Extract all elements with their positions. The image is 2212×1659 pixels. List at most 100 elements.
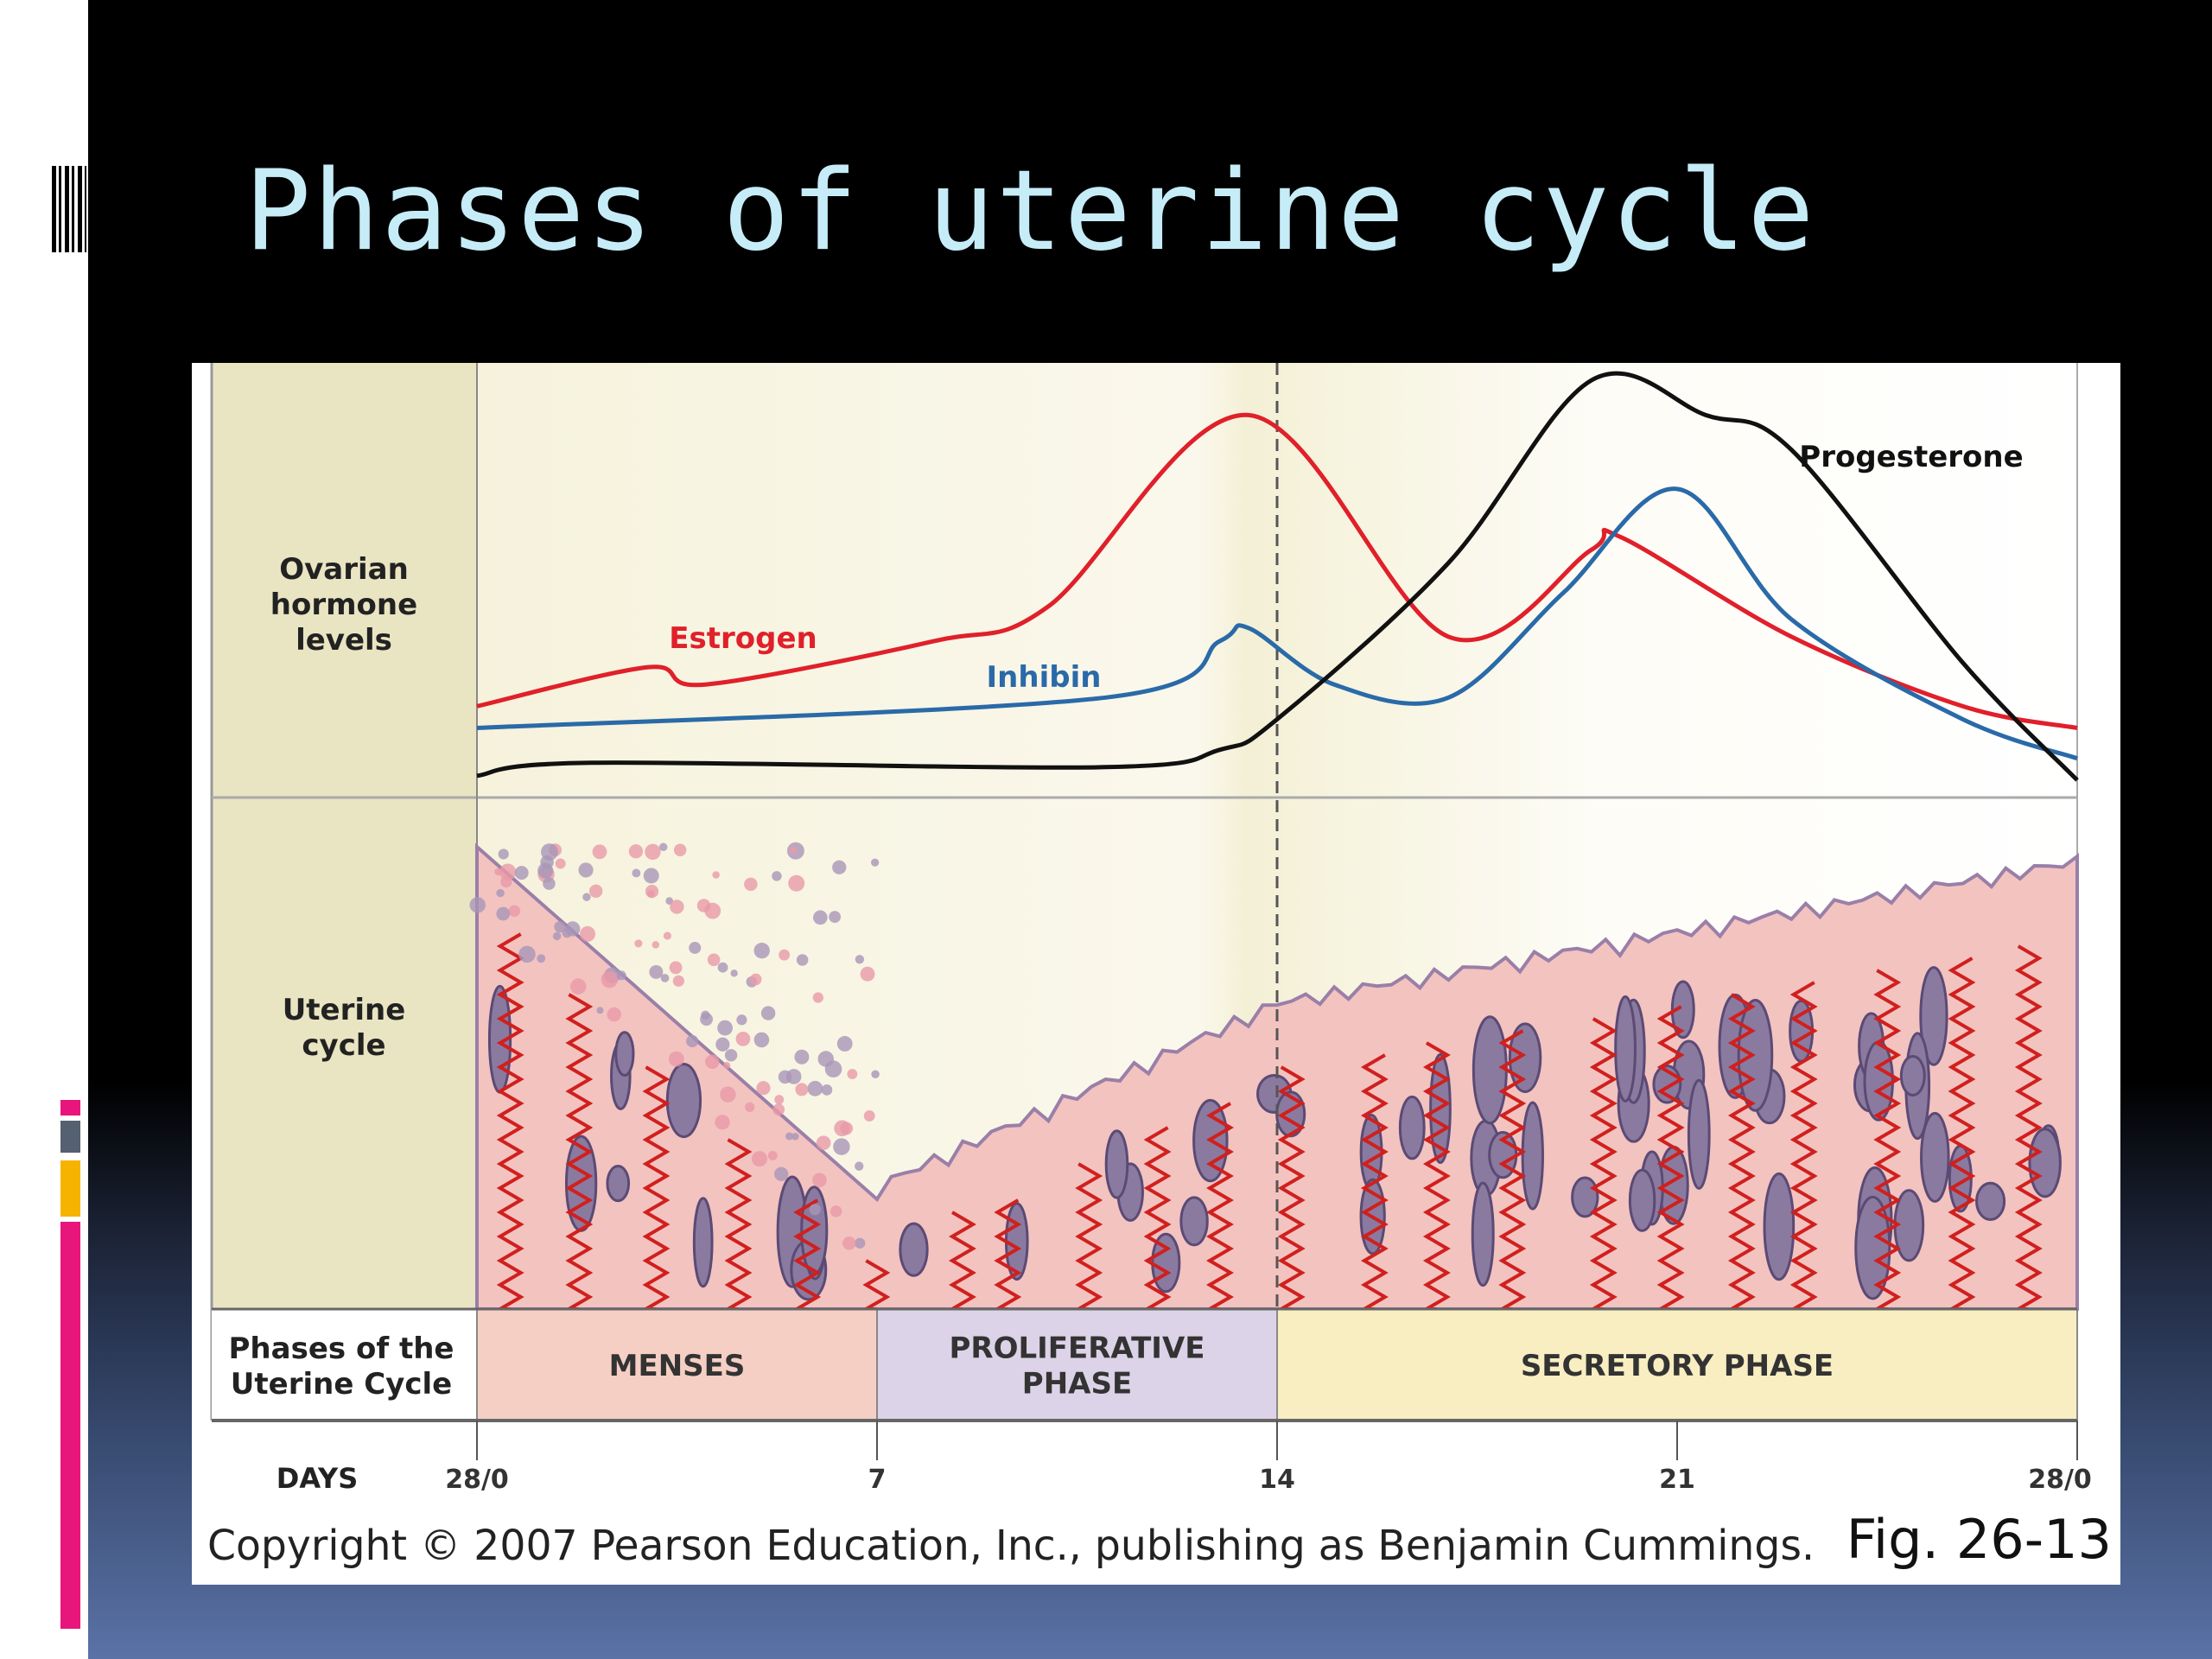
row-label-ovarian-3: levels bbox=[296, 623, 392, 658]
uterine-gland bbox=[564, 1135, 598, 1232]
shed-tissue-fragment bbox=[724, 1049, 738, 1062]
shed-tissue-fragment bbox=[645, 843, 661, 861]
shed-tissue-fragment bbox=[774, 1166, 789, 1181]
shed-tissue-fragment bbox=[555, 858, 566, 869]
slide-title: Phases of uterine cycle bbox=[245, 147, 1816, 276]
figure-number: Fig. 26-13 bbox=[1847, 1508, 2112, 1571]
uterine-gland bbox=[1471, 1015, 1508, 1125]
shed-tissue-fragment bbox=[499, 863, 517, 880]
shed-tissue-fragment bbox=[634, 939, 643, 948]
shed-tissue-fragment bbox=[518, 945, 536, 963]
shed-tissue-fragment bbox=[646, 890, 655, 898]
axis-label-days: DAYS bbox=[276, 1462, 358, 1495]
shed-tissue-fragment bbox=[649, 964, 664, 979]
shed-tissue-fragment bbox=[652, 941, 660, 949]
shed-tissue-fragment bbox=[601, 971, 619, 988]
spiral-artery bbox=[1274, 1065, 1306, 1311]
shed-tissue-fragment bbox=[809, 1204, 821, 1216]
row-label-phases-2: Uterine Cycle bbox=[231, 1367, 452, 1402]
phase-label: MENSES bbox=[609, 1349, 746, 1383]
shed-tissue-fragment bbox=[673, 843, 687, 857]
shed-tissue-fragment bbox=[832, 860, 847, 874]
shed-tissue-fragment bbox=[772, 871, 782, 881]
shed-tissue-fragment bbox=[772, 1103, 785, 1116]
shed-tissue-fragment bbox=[767, 1151, 778, 1160]
accent-bar-orange bbox=[60, 1160, 80, 1217]
shed-tissue-fragment bbox=[578, 862, 594, 878]
label-column bbox=[212, 363, 477, 1309]
shed-tissue-fragment bbox=[840, 1122, 854, 1135]
spiral-artery bbox=[1787, 981, 1818, 1311]
left-margin bbox=[0, 0, 88, 1659]
uterine-gland bbox=[665, 1063, 702, 1139]
copyright-text: Copyright © 2007 Pearson Education, Inc.… bbox=[207, 1522, 1815, 1570]
shed-tissue-fragment bbox=[582, 893, 591, 901]
shed-tissue-fragment bbox=[836, 1036, 853, 1052]
row-label-uterine-1: Uterine bbox=[283, 993, 406, 1027]
shed-tissue-fragment bbox=[717, 1020, 733, 1036]
shed-tissue-fragment bbox=[723, 1061, 731, 1070]
shed-tissue-fragment bbox=[607, 1007, 621, 1022]
tick-label: 28/0 bbox=[445, 1465, 509, 1495]
spiral-artery bbox=[1420, 1041, 1451, 1311]
shed-tissue-fragment bbox=[791, 1133, 799, 1141]
uterine-gland bbox=[1899, 1055, 1926, 1096]
series-line-progesterone bbox=[476, 371, 2079, 782]
shed-tissue-fragment bbox=[570, 978, 587, 995]
shed-tissue-fragment bbox=[778, 1070, 792, 1084]
uterine-gland bbox=[2028, 1128, 2062, 1198]
shed-tissue-fragment bbox=[589, 884, 603, 898]
shed-tissue-fragment bbox=[554, 920, 566, 933]
shed-tissue-fragment bbox=[813, 910, 828, 925]
shed-tissue-fragment bbox=[537, 862, 554, 879]
shed-tissue-fragment bbox=[672, 975, 684, 987]
shed-tissue-fragment bbox=[720, 1086, 736, 1103]
shed-tissue-fragment bbox=[751, 1151, 768, 1167]
spiral-artery bbox=[1870, 969, 1902, 1311]
uterine-gland bbox=[1471, 1181, 1495, 1287]
uterine-gland bbox=[1919, 966, 1948, 1066]
hormone-curves bbox=[476, 371, 2079, 782]
shed-tissue-fragment bbox=[632, 868, 641, 878]
spiral-artery bbox=[990, 1198, 1022, 1311]
shed-tissue-fragment bbox=[580, 925, 596, 942]
shed-tissue-fragment bbox=[779, 949, 791, 961]
shed-tissue-fragment bbox=[749, 973, 762, 986]
shed-tissue-fragment bbox=[842, 1236, 856, 1250]
shed-tissue-fragment bbox=[855, 1237, 866, 1249]
day-axis: 28/0 7 14 21 28/0 bbox=[445, 1421, 2092, 1495]
shed-tissue-fragment bbox=[565, 921, 581, 937]
shed-tissue-fragment bbox=[855, 955, 865, 964]
shed-tissue-fragment bbox=[812, 1173, 827, 1188]
phase-band bbox=[876, 1308, 1278, 1421]
uterine-gland bbox=[1975, 1181, 2006, 1221]
shed-tissue-fragment bbox=[469, 897, 486, 913]
shed-tissue-fragment bbox=[756, 1081, 771, 1096]
shed-tissue-fragment bbox=[830, 1205, 842, 1217]
uterine-gland bbox=[1398, 1095, 1426, 1160]
shed-tissue-fragment bbox=[663, 931, 671, 940]
phase-label: PROLIFERATIVE bbox=[949, 1332, 1205, 1366]
tick-label: 7 bbox=[868, 1465, 887, 1495]
shed-tissue-fragment bbox=[686, 1034, 699, 1048]
shed-tissue-fragment bbox=[788, 874, 805, 892]
shed-tissue-fragment bbox=[753, 942, 770, 959]
shed-tissue-fragment bbox=[812, 992, 823, 1003]
uterine-gland bbox=[1104, 1129, 1129, 1199]
shed-tissue-fragment bbox=[596, 1007, 604, 1014]
row-label-ovarian-2: hormone bbox=[270, 588, 417, 622]
spiral-artery bbox=[1495, 1029, 1527, 1311]
spiral-artery bbox=[1586, 1017, 1618, 1311]
shed-tissue-fragment bbox=[537, 954, 546, 963]
spiral-artery bbox=[2012, 944, 2043, 1311]
shed-tissue-fragment bbox=[705, 1054, 720, 1069]
shed-tissue-fragment bbox=[870, 858, 880, 867]
spiral-artery bbox=[1945, 957, 1976, 1311]
uterine-gland bbox=[1628, 1168, 1656, 1232]
shed-tissue-fragment bbox=[715, 1115, 730, 1130]
accent-bar-pink-small bbox=[60, 1100, 80, 1116]
spiral-artery bbox=[1725, 993, 1756, 1311]
spiral-artery bbox=[1654, 1005, 1685, 1311]
phase-band bbox=[1276, 1308, 2078, 1421]
shed-tissue-fragment bbox=[658, 842, 668, 852]
